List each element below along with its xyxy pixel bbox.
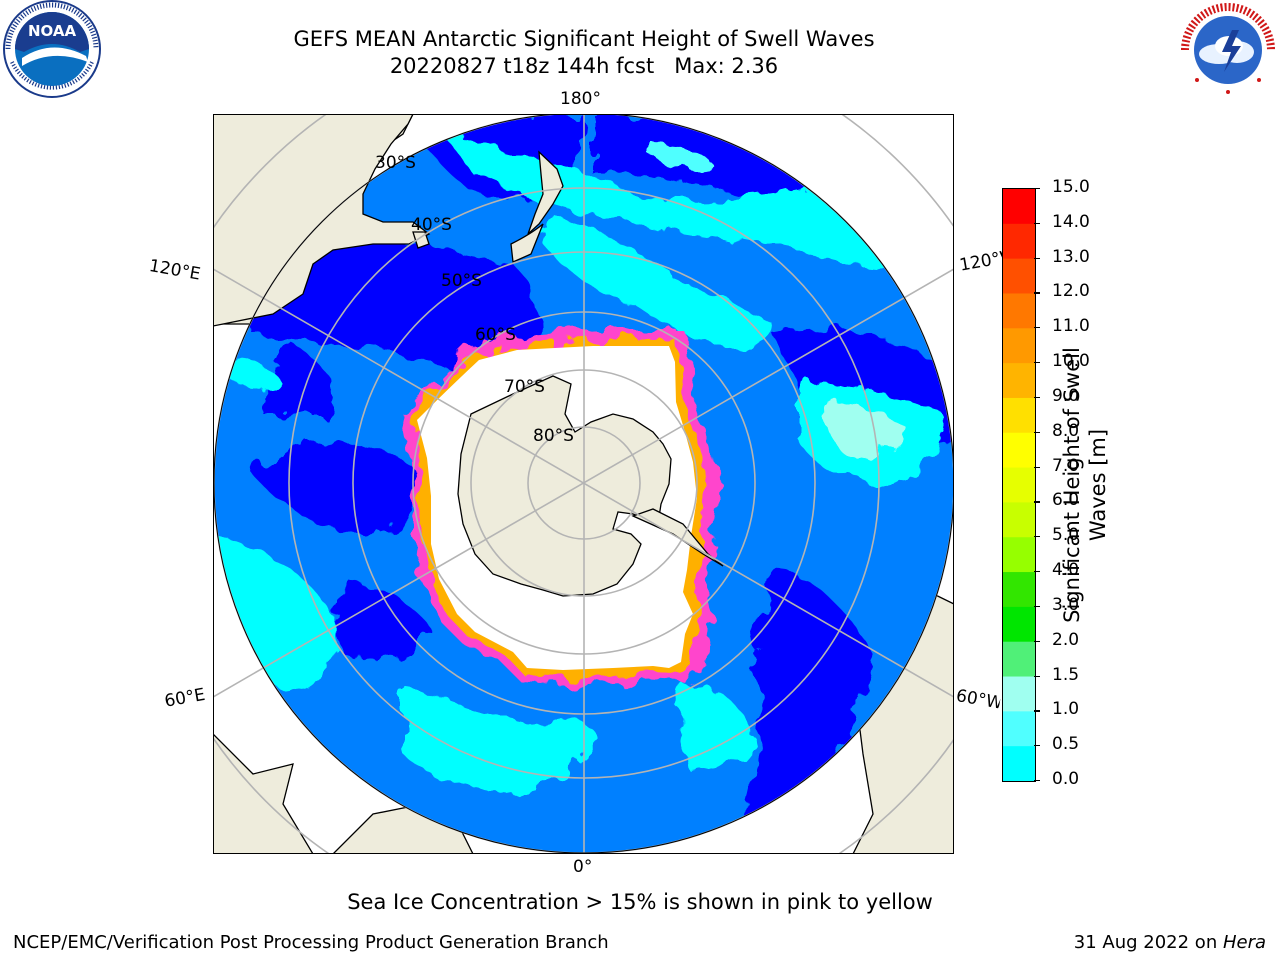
lat-label-70s: 70°S [504,377,545,397]
footer-date: 31 Aug 2022 on Hera [1074,932,1266,953]
colorbar-tick-label: 12.0 [1052,281,1090,302]
footer-host: Hera [1222,932,1266,953]
colorbar-swatch [1003,467,1035,504]
colorbar-swatch [1003,537,1035,574]
lon-label-180: 180° [560,89,601,109]
colorbar-tick-mark [1034,780,1040,782]
colorbar-tick-mark [1034,466,1040,468]
colorbar-title-line2: Waves [m] [1086,428,1110,542]
lon-label-120e: 120°E [147,256,202,285]
colorbar-swatch [1003,397,1035,434]
colorbar-tick-mark [1034,396,1040,399]
colorbar-tick-mark [1034,605,1040,608]
lon-label-120w: 120°W [958,248,1005,276]
colorbar-tick-label: 7.0 [1052,455,1080,476]
colorbar-swatch [1003,363,1035,399]
colorbar-swatch [1003,746,1035,782]
lat-label-40s: 40°S [411,215,452,235]
land-australia-nz [213,114,564,327]
colorbar-tick-mark [1034,222,1040,224]
colorbar-tick-label: 0.0 [1052,769,1080,789]
polar-map: 30°S 40°S 50°S 60°S 70°S 80°S [213,114,954,854]
colorbar-swatch [1003,502,1035,539]
colorbar-tick-mark [1034,188,1040,190]
colorbar-tick-mark [1034,640,1040,642]
footer-date-text: 31 Aug 2022 on [1073,932,1223,953]
colorbar-swatch [1003,258,1035,295]
footer-credit: NCEP/EMC/Verification Post Processing Pr… [13,932,609,953]
colorbar-tick-label: 11.0 [1052,316,1090,337]
colorbar-tick-mark [1034,501,1040,503]
colorbar-tick-label: 2.0 [1052,629,1080,650]
colorbar-swatch [1003,189,1035,225]
colorbar [1002,188,1036,817]
colorbar-title-line1: Significant Height of Swell [1060,347,1084,623]
colorbar-tick-label: 5.0 [1052,525,1080,546]
colorbar-swatch [1003,223,1035,260]
swell-field [214,114,954,853]
chart-subtitle: 20220827 t18z 144h fcst Max: 2.36 [389,54,779,78]
lon-label-60w: 60°W [954,686,1002,714]
colorbar-tick-label: 14.0 [1052,211,1090,232]
land-antarctica [457,375,724,597]
colorbar-tick-mark [1034,745,1040,747]
lon-label-60e: 60°E [163,684,207,712]
colorbar-swatch [1003,432,1035,469]
lat-label-80s: 80°S [533,426,574,446]
colorbar-swatch [1003,676,1035,713]
colorbar-tick-label: 6.0 [1052,490,1080,511]
sea-ice-caption: Sea Ice Concentration > 15% is shown in … [347,890,933,914]
colorbar-tick-label: 9.0 [1052,385,1080,406]
colorbar-tick-mark [1034,536,1040,538]
lat-label-30s: 30°S [375,153,416,173]
colorbar-tick-mark [1034,292,1040,294]
colorbar-tick-label: 0.5 [1052,734,1080,755]
colorbar-tick-label: 15.0 [1052,177,1090,197]
colorbar-tick-label: 10.0 [1052,351,1090,372]
chart-title: GEFS MEAN Antarctic Significant Height o… [293,27,875,51]
colorbar-tick-mark [1034,362,1040,364]
colorbar-swatch [1003,328,1035,365]
noaa-logo: NOAA [0,0,104,100]
noaa-logo-text: NOAA [28,22,77,40]
colorbar-tick-mark [1034,327,1040,329]
lon-label-0: 0° [573,857,593,877]
colorbar-tick-mark [1034,431,1040,433]
colorbar-swatch [1003,293,1035,330]
colorbar-gradient [1003,189,1035,817]
colorbar-ticks: 15.0 14.0 13.0 12.0 11.0 10.0 9.0 8.0 7.0 6.0 5.0 4… [1034,177,1114,789]
colorbar-tick-mark [1034,675,1040,677]
lat-label-60s: 60°S [475,325,516,345]
colorbar-swatch [1003,606,1035,643]
colorbar-tick-label: 3.0 [1052,594,1080,615]
colorbar-tick-mark [1034,710,1040,712]
colorbar-tick-label: 8.0 [1052,420,1080,441]
nws-logo [1177,0,1279,100]
colorbar-swatch [1003,572,1035,608]
colorbar-tick-mark [1034,571,1040,573]
colorbar-tick-label: 4.0 [1052,560,1080,581]
colorbar-tick-label: 1.0 [1052,699,1080,720]
colorbar-tick-label: 1.5 [1052,664,1080,685]
colorbar-tick-label: 13.0 [1052,246,1090,267]
colorbar-swatch [1003,711,1035,748]
lat-label-50s: 50°S [441,271,482,291]
colorbar-swatch [1003,641,1035,678]
colorbar-tick-mark [1034,257,1040,259]
